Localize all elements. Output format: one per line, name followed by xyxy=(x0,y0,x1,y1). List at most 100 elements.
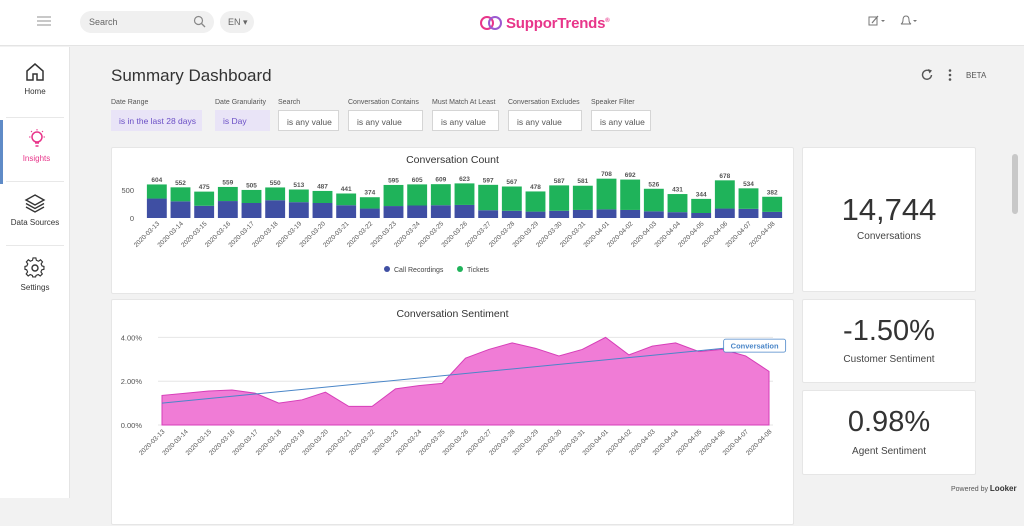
conversation-sentiment-chart: 0.00%2.00%4.00%Conversation2020-03-13202… xyxy=(121,333,787,457)
bar-call-recordings xyxy=(241,203,262,218)
search-placeholder: Search xyxy=(89,17,118,27)
bar-tickets xyxy=(407,184,428,206)
filter-value[interactable]: is any value xyxy=(508,110,582,131)
data-label: 623 xyxy=(459,176,470,183)
data-label: 382 xyxy=(767,189,778,196)
bar-tickets xyxy=(241,189,262,203)
bar-tickets xyxy=(170,187,191,202)
kpi-value: 0.98% xyxy=(847,406,931,438)
bar-tickets xyxy=(762,196,783,212)
bar-call-recordings xyxy=(667,212,688,218)
bar-call-recordings xyxy=(359,208,380,218)
bar-call-recordings xyxy=(170,201,191,218)
filter-value[interactable]: is any value xyxy=(278,110,339,131)
sidebar-item-insights[interactable]: Insights xyxy=(0,120,70,184)
bar-call-recordings xyxy=(430,205,451,218)
sidebar-item-data-sources[interactable]: Data Sources xyxy=(0,192,70,256)
language-select[interactable]: EN ▾ xyxy=(220,11,254,33)
data-label: 581 xyxy=(577,178,588,185)
refresh-icon[interactable] xyxy=(920,68,934,85)
bar-tickets xyxy=(265,187,286,201)
y-tick-label: 4.00% xyxy=(121,333,143,342)
data-label: 550 xyxy=(270,180,281,187)
legend-label: Tickets xyxy=(467,267,489,274)
sidebar-item-settings[interactable]: Settings xyxy=(0,257,70,321)
filter-label: Date Granularity xyxy=(215,99,266,106)
data-label: 678 xyxy=(719,173,730,180)
sidebar-item-home[interactable]: Home xyxy=(0,61,70,125)
bar-call-recordings xyxy=(383,206,404,218)
chart-title: Conversation Count xyxy=(406,154,499,166)
data-label: 487 xyxy=(317,183,328,190)
legend-swatch-tickets xyxy=(457,266,463,272)
filter-value[interactable]: is any value xyxy=(591,110,651,131)
bar-tickets xyxy=(146,184,167,199)
filter-date-granularity[interactable]: Date Granularity is Day xyxy=(215,99,270,131)
bar-call-recordings xyxy=(288,202,309,218)
filter-speaker[interactable]: Speaker Filter is any value xyxy=(591,99,651,131)
filter-conversation-contains[interactable]: Conversation Contains is any value xyxy=(348,99,423,131)
x-tick-label: 2020-04-08 xyxy=(748,220,777,249)
data-label: 344 xyxy=(696,191,707,198)
sidebar-item-label: Home xyxy=(24,87,46,96)
bar-tickets xyxy=(643,188,664,212)
series-label-box xyxy=(723,338,787,353)
sidebar-item-label: Settings xyxy=(20,283,50,292)
logo-mark: ® xyxy=(605,17,610,24)
filter-must-match[interactable]: Must Match At Least is any value xyxy=(432,99,499,131)
bar-call-recordings xyxy=(525,211,546,218)
divider xyxy=(6,117,64,118)
x-tick-label: 2020-04-08 xyxy=(745,428,774,457)
bar-call-recordings xyxy=(194,205,215,218)
filter-search[interactable]: Search is any value xyxy=(278,99,339,131)
bar-tickets xyxy=(501,186,522,211)
kpi-label: Customer Sentiment xyxy=(843,354,935,365)
search-input[interactable]: Search xyxy=(80,11,214,33)
filter-value[interactable]: is any value xyxy=(348,110,423,131)
bar-call-recordings xyxy=(336,205,357,218)
bar-call-recordings xyxy=(596,209,617,218)
data-label: 505 xyxy=(246,182,257,189)
bar-call-recordings xyxy=(478,210,499,218)
bar-call-recordings xyxy=(312,203,333,218)
powered-by: Powered by Looker xyxy=(951,484,1017,493)
data-label: 595 xyxy=(388,177,399,184)
bar-tickets xyxy=(691,198,712,213)
filter-label: Conversation Contains xyxy=(348,99,419,106)
kpi-label: Agent Sentiment xyxy=(852,446,926,457)
scrollbar[interactable] xyxy=(1011,148,1019,493)
legend-label: Call Recordings xyxy=(394,267,444,274)
filter-value[interactable]: is in the last 28 days xyxy=(111,110,202,131)
filter-label: Search xyxy=(278,99,301,106)
more-options-icon[interactable] xyxy=(947,68,953,85)
edit-icon[interactable] xyxy=(868,15,886,30)
data-label: 513 xyxy=(293,182,304,189)
bar-tickets xyxy=(454,183,475,205)
search-icon[interactable] xyxy=(193,15,206,28)
bar-tickets xyxy=(383,184,404,207)
filter-date-range[interactable]: Date Range is in the last 28 days xyxy=(111,99,202,131)
bar-call-recordings xyxy=(691,213,712,218)
filter-value[interactable]: is Day xyxy=(215,110,270,131)
bell-icon[interactable] xyxy=(899,15,919,30)
y-tick-label: 0 xyxy=(130,214,134,223)
bar-tickets xyxy=(312,190,333,203)
filter-conversation-excludes[interactable]: Conversation Excludes is any value xyxy=(508,99,582,131)
gear-icon xyxy=(24,257,45,278)
data-label: 605 xyxy=(412,177,423,184)
bar-tickets xyxy=(620,179,641,210)
bar-tickets xyxy=(217,186,238,202)
conversation-count-chart: 05006042020-03-135522020-03-144752020-03… xyxy=(121,171,783,274)
bar-call-recordings xyxy=(146,198,167,218)
page-title: Summary Dashboard xyxy=(111,66,272,85)
beta-label: BETA xyxy=(966,71,987,80)
data-label: 597 xyxy=(483,177,494,184)
trend-line xyxy=(161,345,746,404)
data-label: 587 xyxy=(554,178,565,185)
scrollbar-thumb[interactable] xyxy=(1012,154,1018,214)
logo-text: SupporTrends xyxy=(506,14,606,32)
menu-toggle-icon[interactable] xyxy=(36,14,52,28)
layers-icon xyxy=(24,194,46,213)
filter-label: Date Range xyxy=(111,99,149,106)
filter-value[interactable]: is any value xyxy=(432,110,499,131)
